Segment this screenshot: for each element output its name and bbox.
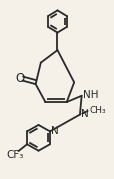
Text: CH₃: CH₃ [89,106,105,115]
Text: CF₃: CF₃ [6,150,23,160]
Text: N: N [80,109,88,119]
Text: N: N [51,126,58,136]
Text: NH: NH [82,90,97,100]
Text: O: O [15,72,24,85]
